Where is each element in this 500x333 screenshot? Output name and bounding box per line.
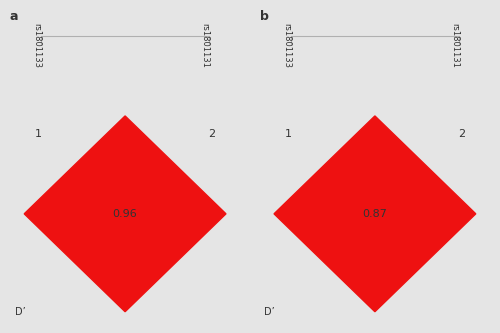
Text: 2: 2 (208, 129, 215, 139)
Text: 2: 2 (458, 129, 465, 139)
Text: b: b (260, 10, 268, 23)
Text: rs1801133: rs1801133 (282, 23, 291, 68)
Text: rs1801131: rs1801131 (450, 23, 459, 68)
Text: 0.96: 0.96 (112, 209, 138, 219)
Polygon shape (24, 116, 226, 312)
Text: rs1801131: rs1801131 (200, 23, 209, 68)
Polygon shape (274, 116, 476, 312)
Text: 0.87: 0.87 (362, 209, 388, 219)
Text: rs1801133: rs1801133 (32, 23, 41, 68)
Text: 1: 1 (35, 129, 42, 139)
Text: 1: 1 (285, 129, 292, 139)
Text: a: a (10, 10, 18, 23)
Text: D’: D’ (264, 307, 275, 317)
Text: D’: D’ (14, 307, 26, 317)
